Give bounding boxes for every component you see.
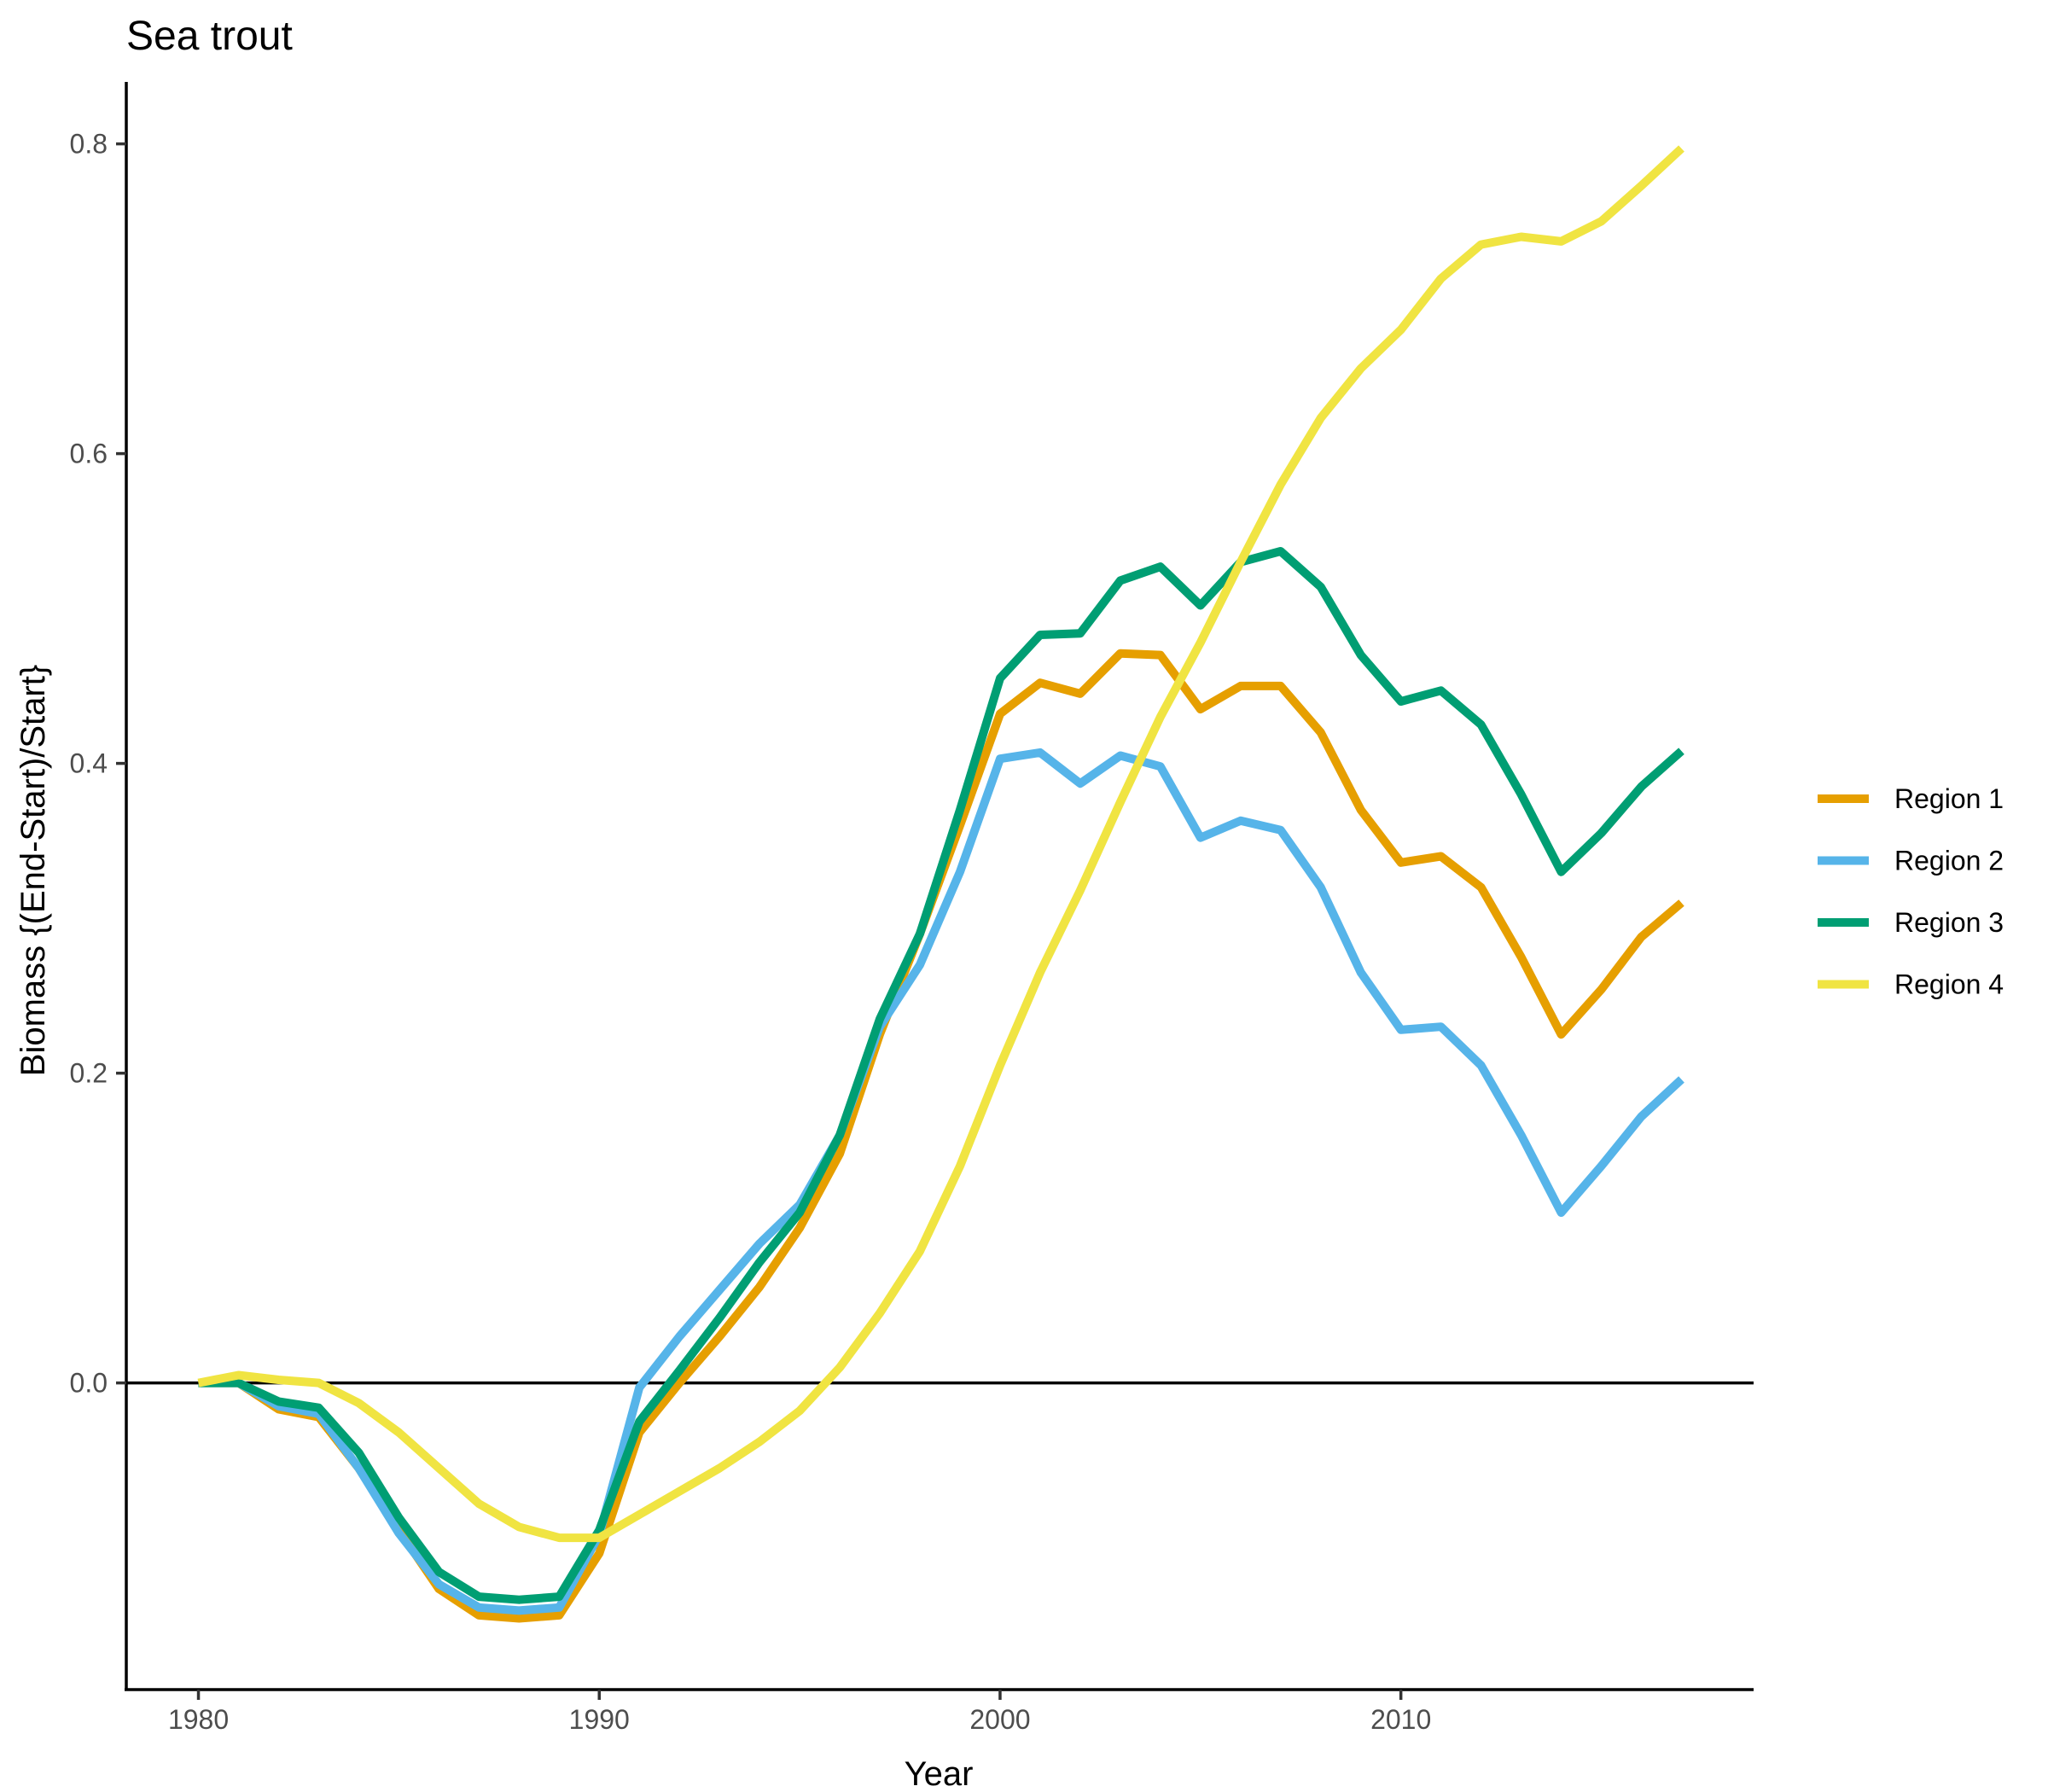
- x-tick-label: 1990: [569, 1704, 630, 1735]
- series-line-region-2: [198, 748, 1684, 1615]
- legend: Region 1 Region 2 Region 3 Region 4: [1818, 783, 2004, 1000]
- legend-label-region-3: Region 3: [1894, 907, 2004, 938]
- x-tick-label: 2000: [969, 1704, 1030, 1735]
- y-axis-title: Biomass {(End-Start)/Start}: [15, 665, 52, 1076]
- x-tick-label: 1980: [168, 1704, 229, 1735]
- series-lines: [197, 145, 1684, 1623]
- axes: [125, 82, 1754, 1691]
- legend-label-region-1: Region 1: [1894, 783, 2004, 814]
- series-line-region-4: [197, 145, 1684, 1543]
- x-tick-label: 2010: [1370, 1704, 1431, 1735]
- legend-label-region-2: Region 2: [1894, 846, 2004, 876]
- chart-title: Sea trout: [126, 14, 293, 59]
- x-axis-title: Year: [905, 1755, 974, 1792]
- axis-ticks: 1980 1990 2000 2010 0.0 0.2 0.4 0.6 0.8: [70, 129, 1432, 1735]
- legend-label-region-4: Region 4: [1894, 969, 2004, 1000]
- y-tick-label: 0.2: [70, 1058, 108, 1089]
- series-line-region-1: [198, 649, 1684, 1623]
- y-tick-label: 0.4: [70, 748, 108, 779]
- y-tick-label: 0.0: [70, 1368, 108, 1399]
- series-line-region-3: [198, 547, 1684, 1604]
- y-tick-label: 0.8: [70, 129, 108, 160]
- y-tick-label: 0.6: [70, 439, 108, 469]
